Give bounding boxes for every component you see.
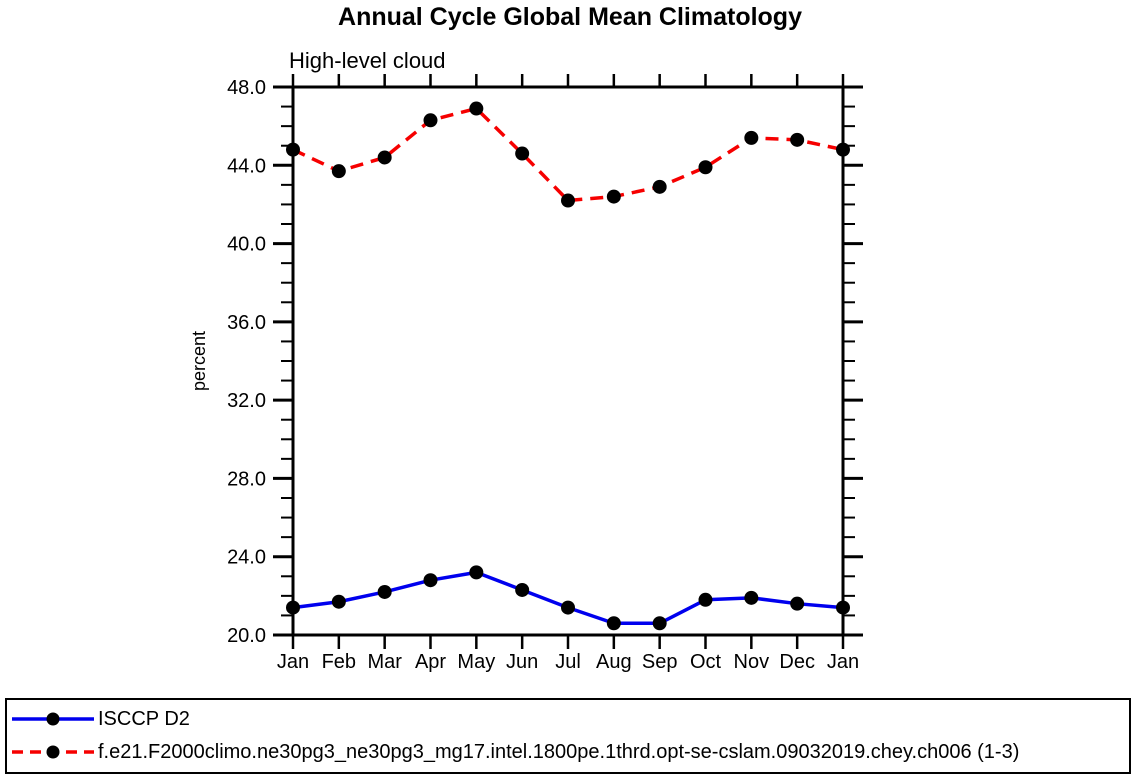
- y-axis-title: percent: [189, 331, 209, 391]
- chart-subtitle: High-level cloud: [289, 48, 446, 73]
- x-axis-ticks: [291, 74, 845, 649]
- data-point-marker: [469, 101, 484, 116]
- climatology-line-chart: Annual Cycle Global Mean Climatology Hig…: [189, 3, 863, 673]
- data-point-marker: [836, 600, 850, 615]
- legend-box: ISCCP D2 f.e21.F2000climo.ne30pg3_ne30pg…: [5, 698, 1131, 774]
- x-tick-label: Nov: [734, 651, 770, 673]
- legend-item-isccp-d2: ISCCP D2: [10, 706, 190, 732]
- data-series: [286, 101, 850, 631]
- data-point-marker: [286, 600, 300, 615]
- data-point-marker: [790, 132, 805, 147]
- legend-item-model-run: f.e21.F2000climo.ne30pg3_ne30pg3_mg17.in…: [10, 739, 1019, 765]
- data-point-marker: [744, 130, 759, 145]
- x-tick-labels: Jan Feb Mar Apr May Jun Jul Aug Sep Oct Nov Dec Jan: [277, 651, 859, 673]
- y-tick-label: 20.0: [227, 625, 266, 647]
- data-point-marker: [286, 142, 300, 157]
- legend-label-model-run: f.e21.F2000climo.ne30pg3_ne30pg3_mg17.in…: [98, 740, 1020, 763]
- y-tick-label: 36.0: [227, 312, 266, 334]
- data-point-marker: [469, 565, 484, 580]
- x-tick-label: Mar: [367, 651, 402, 673]
- data-point-marker: [515, 582, 530, 597]
- y-tick-label: 24.0: [227, 547, 266, 569]
- data-point-marker: [836, 142, 850, 157]
- x-tick-label: Jun: [506, 651, 538, 673]
- legend-line-sample: [12, 745, 94, 759]
- data-point-marker: [561, 193, 575, 208]
- data-point-marker: [606, 189, 621, 204]
- x-tick-label: Aug: [596, 651, 632, 673]
- data-point-marker: [652, 616, 667, 631]
- series-0: [286, 565, 850, 631]
- x-tick-label: Jul: [555, 651, 581, 673]
- y-tick-labels: 20.0 24.0 28.0 32.0 36.0 40.0 44.0 48.0: [227, 77, 266, 647]
- x-tick-label: Sep: [642, 651, 678, 673]
- series-line-0: [292, 570, 844, 626]
- x-tick-label: Jan: [827, 651, 859, 673]
- data-point-marker: [331, 594, 346, 609]
- legend-line-sample: [12, 712, 94, 726]
- y-tick-label: 28.0: [227, 468, 266, 490]
- x-tick-label: Apr: [415, 651, 446, 673]
- x-tick-label: Dec: [779, 651, 815, 673]
- data-point-marker: [652, 179, 667, 194]
- data-point-marker: [698, 160, 713, 175]
- y-tick-label: 32.0: [227, 390, 266, 412]
- data-point-marker: [331, 164, 346, 179]
- y-tick-label: 48.0: [227, 77, 266, 99]
- x-tick-label: Feb: [322, 651, 356, 673]
- x-tick-label: Jan: [277, 651, 309, 673]
- data-point-marker: [606, 616, 621, 631]
- data-point-marker: [698, 592, 713, 607]
- data-point-marker: [561, 600, 575, 615]
- data-point-marker: [744, 590, 759, 605]
- data-point-marker: [377, 150, 392, 165]
- plot-frame: [291, 85, 845, 637]
- data-point-marker: [515, 146, 530, 161]
- y-tick-label: 44.0: [227, 155, 266, 177]
- data-point-marker: [423, 113, 438, 128]
- series-line-1: [292, 106, 844, 203]
- data-point-marker: [377, 584, 392, 599]
- data-point-marker: [790, 596, 805, 611]
- x-tick-label: May: [457, 651, 495, 673]
- data-point-marker: [423, 573, 438, 588]
- plot-border: [291, 85, 845, 637]
- y-tick-label: 40.0: [227, 234, 266, 256]
- series-1: [286, 101, 850, 208]
- y-axis-ticks: [273, 85, 863, 637]
- legend-label-isccp-d2: ISCCP D2: [98, 707, 190, 730]
- x-tick-label: Oct: [690, 651, 722, 673]
- chart-title: Annual Cycle Global Mean Climatology: [338, 3, 802, 31]
